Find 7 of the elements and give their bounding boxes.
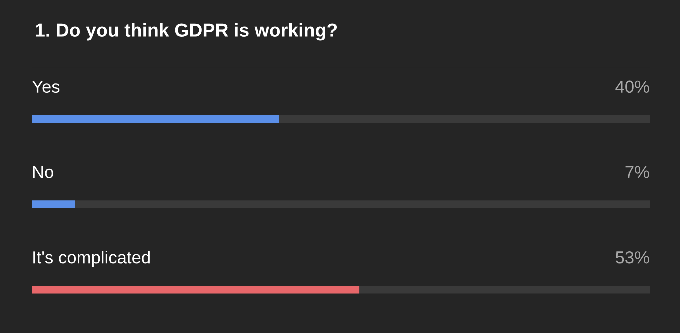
y-tick-label: No — [33, 166, 54, 178]
data-label: 7% — [626, 166, 650, 178]
data-label: 53% — [616, 252, 650, 264]
y-tick-label: Yes — [32, 80, 60, 94]
chart-title: 1. Do you think GDPR is working? — [36, 23, 338, 41]
y-tick-label: It's complicated — [34, 251, 150, 268]
data-label: 40% — [616, 80, 650, 94]
